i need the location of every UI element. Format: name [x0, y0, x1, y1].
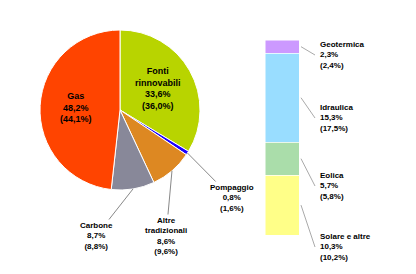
- svg-text:Idraulica15,3%(17,5%): Idraulica15,3%(17,5%): [320, 103, 353, 133]
- svg-text:Altretradizionali8,6%(9,6%): Altretradizionali8,6%(9,6%): [145, 216, 187, 256]
- svg-text:Solare e altre10,3%(10,2%): Solare e altre10,3%(10,2%): [320, 232, 371, 262]
- svg-text:Pompaggio0,8%(1,6%): Pompaggio0,8%(1,6%): [210, 183, 254, 213]
- svg-text:Carbone8,7%(8,8%): Carbone8,7%(8,8%): [80, 221, 113, 251]
- svg-text:Fontirinnovabili33,6%(36,0%): Fontirinnovabili33,6%(36,0%): [135, 66, 181, 111]
- svg-text:Geotermica2,3%(2,4%): Geotermica2,3%(2,4%): [320, 40, 365, 70]
- svg-text:Gas48,2%(44,1%): Gas48,2%(44,1%): [60, 91, 92, 124]
- svg-text:Eolica5,7%(5,8%): Eolica5,7%(5,8%): [320, 171, 344, 201]
